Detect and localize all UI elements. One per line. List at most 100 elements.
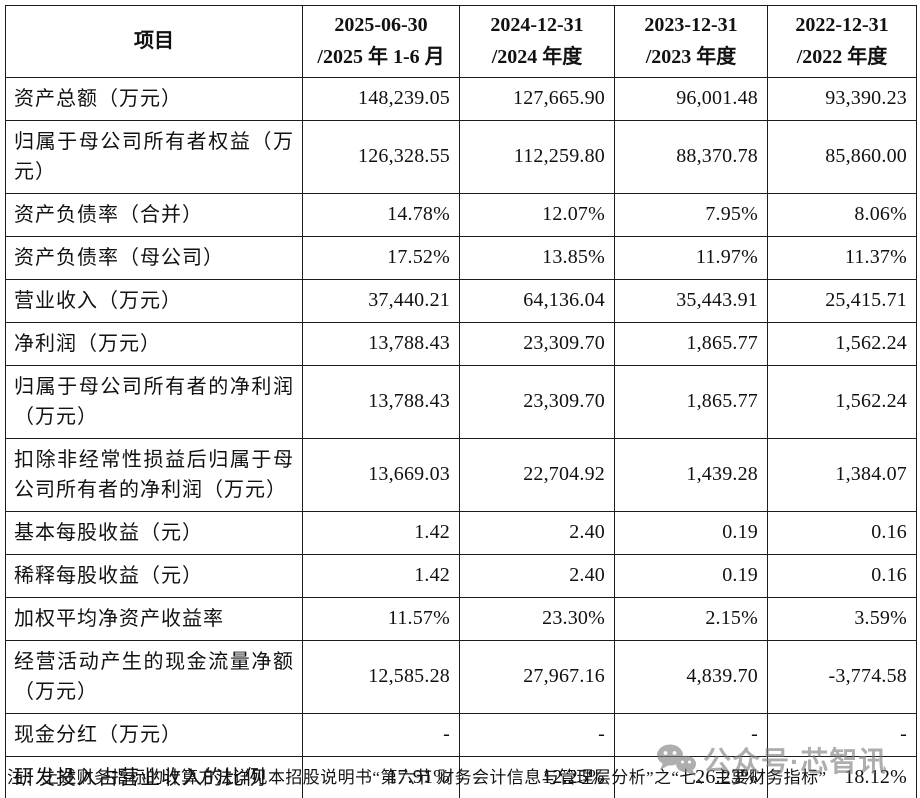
- row-label-cell: 资产总额（万元）: [5, 76, 303, 121]
- row-label-cell: 扣除非经常性损益后归属于母公司所有者的净利润（万元）: [5, 437, 303, 512]
- value-cell: 1,562.24: [767, 321, 917, 366]
- value-cell: 12.25%: [459, 755, 615, 798]
- value-cell: 7.95%: [614, 192, 768, 237]
- value-cell: 37,440.21: [302, 278, 460, 323]
- value-cell: 148,239.05: [302, 76, 460, 121]
- value-cell: 1,562.24: [767, 364, 917, 439]
- value-cell: 12.07%: [459, 192, 615, 237]
- table-row: 加权平均净资产收益率 11.57% 23.30% 2.15% 3.59%: [5, 596, 917, 641]
- row-label-cell: 稀释每股收益（元）: [5, 553, 303, 598]
- row-label-cell: 基本每股收益（元）: [5, 510, 303, 555]
- value-cell: 14.78%: [302, 192, 460, 237]
- table-row: 基本每股收益（元） 1.42 2.40 0.19 0.16: [5, 510, 917, 555]
- value-cell: 64,136.04: [459, 278, 615, 323]
- value-cell: 0.19: [614, 510, 768, 555]
- value-cell: 13,669.03: [302, 437, 460, 512]
- row-label-cell: 净利润（万元）: [5, 321, 303, 366]
- value-cell: 1,439.28: [614, 437, 768, 512]
- row-label-cell: 现金分红（万元）: [5, 712, 303, 757]
- value-cell: 93,390.23: [767, 76, 917, 121]
- table-body: 资产总额（万元） 148,239.05 127,665.90 96,001.48…: [5, 76, 917, 798]
- value-cell: 22,704.92: [459, 437, 615, 512]
- value-cell: 27,967.16: [459, 639, 615, 714]
- value-cell: 11.97%: [614, 235, 768, 280]
- table-row: 经营活动产生的现金流量净额（万元） 12,585.28 27,967.16 4,…: [5, 639, 917, 714]
- value-cell: -: [614, 712, 768, 757]
- value-cell: 96,001.48: [614, 76, 768, 121]
- value-cell: 1.42: [302, 510, 460, 555]
- table-row: 资产负债率（合并） 14.78% 12.07% 7.95% 8.06%: [5, 192, 917, 237]
- value-cell: 88,370.78: [614, 119, 768, 194]
- header-period-2025: 2025-06-30 /2025 年 1-6 月: [302, 5, 460, 78]
- value-cell: 11.37%: [767, 235, 917, 280]
- row-label-cell: 归属于母公司所有者权益（万元）: [5, 119, 303, 194]
- table-row: 扣除非经常性损益后归属于母公司所有者的净利润（万元） 13,669.03 22,…: [5, 437, 917, 512]
- value-cell: 1,865.77: [614, 321, 768, 366]
- value-cell: 0.19: [614, 553, 768, 598]
- value-cell: 112,259.80: [459, 119, 615, 194]
- value-cell: -: [767, 712, 917, 757]
- value-cell: 0.16: [767, 553, 917, 598]
- table-row: 研发投入占营业收入的比例 17.91% 12.25% 26.23% 18.12%: [5, 755, 917, 798]
- value-cell: 1,384.07: [767, 437, 917, 512]
- value-cell: 126,328.55: [302, 119, 460, 194]
- value-cell: 12,585.28: [302, 639, 460, 714]
- value-cell: 1,865.77: [614, 364, 768, 439]
- table-row: 营业收入（万元） 37,440.21 64,136.04 35,443.91 2…: [5, 278, 917, 323]
- value-cell: 18.12%: [767, 755, 917, 798]
- value-cell: 127,665.90: [459, 76, 615, 121]
- period-range: /2024 年度: [491, 46, 583, 69]
- period-date: 2024-12-31: [490, 14, 584, 36]
- value-cell: 23,309.70: [459, 321, 615, 366]
- value-cell: 4,839.70: [614, 639, 768, 714]
- value-cell: -3,774.58: [767, 639, 917, 714]
- row-label-cell: 归属于母公司所有者的净利润（万元）: [5, 364, 303, 439]
- value-cell: 13.85%: [459, 235, 615, 280]
- value-cell: 17.52%: [302, 235, 460, 280]
- table-row: 现金分红（万元） - - - -: [5, 712, 917, 757]
- value-cell: 23,309.70: [459, 364, 615, 439]
- row-label-cell: 资产负债率（合并）: [5, 192, 303, 237]
- period-range: /2025 年 1-6 月: [317, 46, 445, 69]
- value-cell: 2.40: [459, 510, 615, 555]
- row-label-cell: 经营活动产生的现金流量净额（万元）: [5, 639, 303, 714]
- header-period-2024: 2024-12-31 /2024 年度: [459, 5, 615, 78]
- value-cell: 2.15%: [614, 596, 768, 641]
- table-row: 归属于母公司所有者的净利润（万元） 13,788.43 23,309.70 1,…: [5, 364, 917, 439]
- row-label-cell: 资产负债率（母公司）: [5, 235, 303, 280]
- value-cell: 1.42: [302, 553, 460, 598]
- table-row: 净利润（万元） 13,788.43 23,309.70 1,865.77 1,5…: [5, 321, 917, 366]
- row-label-cell: 营业收入（万元）: [5, 278, 303, 323]
- header-item-label: 项目: [5, 5, 303, 78]
- value-cell: 8.06%: [767, 192, 917, 237]
- value-cell: 11.57%: [302, 596, 460, 641]
- value-cell: 17.91%: [302, 755, 460, 798]
- row-label-cell: 加权平均净资产收益率: [5, 596, 303, 641]
- value-cell: 3.59%: [767, 596, 917, 641]
- value-cell: 85,860.00: [767, 119, 917, 194]
- value-cell: 2.40: [459, 553, 615, 598]
- table-row: 资产负债率（母公司） 17.52% 13.85% 11.97% 11.37%: [5, 235, 917, 280]
- value-cell: 23.30%: [459, 596, 615, 641]
- period-date: 2025-06-30: [334, 14, 428, 36]
- value-cell: 0.16: [767, 510, 917, 555]
- period-range: /2023 年度: [645, 46, 737, 69]
- value-cell: -: [302, 712, 460, 757]
- header-period-2022: 2022-12-31 /2022 年度: [767, 5, 917, 78]
- period-range: /2022 年度: [796, 46, 888, 69]
- value-cell: 13,788.43: [302, 364, 460, 439]
- table-header: 项目 2025-06-30 /2025 年 1-6 月 2024-12-31 /…: [5, 5, 917, 78]
- value-cell: -: [459, 712, 615, 757]
- value-cell: 13,788.43: [302, 321, 460, 366]
- row-label-cell: 研发投入占营业收入的比例: [5, 755, 303, 798]
- value-cell: 35,443.91: [614, 278, 768, 323]
- header-period-2023: 2023-12-31 /2023 年度: [614, 5, 768, 78]
- value-cell: 25,415.71: [767, 278, 917, 323]
- table-row: 稀释每股收益（元） 1.42 2.40 0.19 0.16: [5, 553, 917, 598]
- period-date: 2022-12-31: [795, 14, 889, 36]
- header-row: 项目 2025-06-30 /2025 年 1-6 月 2024-12-31 /…: [5, 5, 917, 78]
- period-date: 2023-12-31: [644, 14, 738, 36]
- table-row: 资产总额（万元） 148,239.05 127,665.90 96,001.48…: [5, 76, 917, 121]
- table-row: 归属于母公司所有者权益（万元） 126,328.55 112,259.80 88…: [5, 119, 917, 194]
